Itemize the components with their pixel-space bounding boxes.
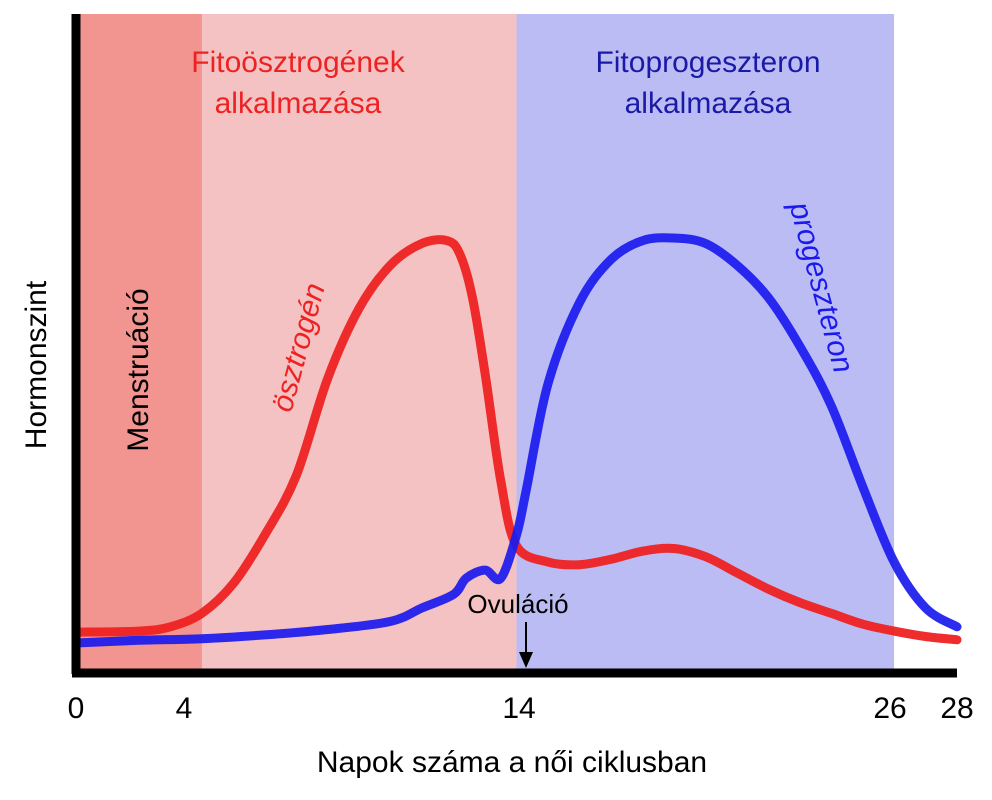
x-tick-labels: 0 4 14 26 28: [68, 692, 974, 725]
estrogen-phase-label-line2: alkalmazása: [215, 87, 382, 120]
x-tick-28: 28: [940, 692, 973, 725]
y-axis-label: Hormonszint: [20, 280, 53, 449]
menstruation-region: [76, 14, 202, 670]
progesterone-curve: [71, 233, 962, 648]
phase-regions: [76, 14, 895, 670]
estrogen-curve: [71, 235, 962, 645]
progesterone-phase-label-line1: Fitoprogeszteron: [595, 46, 820, 79]
x-tick-26: 26: [873, 692, 906, 725]
hormone-curves: [71, 233, 962, 648]
ovulation-arrow-head: [519, 652, 533, 668]
x-tick-4: 4: [176, 692, 193, 725]
x-tick-0: 0: [68, 692, 85, 725]
x-tick-14: 14: [502, 692, 535, 725]
progesterone-phase-label-line2: alkalmazása: [625, 87, 792, 120]
menstruation-label: Menstruáció: [122, 288, 155, 451]
x-axis-label: Napok száma a női ciklusban: [317, 746, 707, 779]
estrogen-phase-label-line1: Fitoösztrogének: [191, 46, 405, 79]
ovulation-label: Ovuláció: [467, 589, 568, 619]
axes: [71, 14, 957, 678]
